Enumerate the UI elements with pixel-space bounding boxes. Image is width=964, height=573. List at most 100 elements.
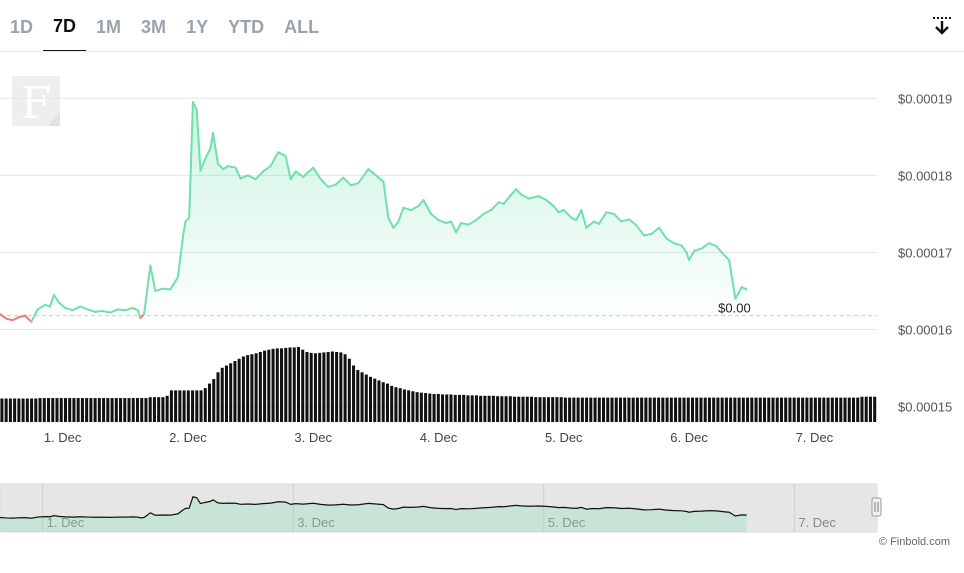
- price-line-segment: [312, 166, 322, 181]
- price-line-segment: [327, 183, 337, 188]
- tab-all[interactable]: ALL: [284, 17, 320, 37]
- volume-bar: [529, 396, 534, 422]
- price-line-segment: [79, 305, 89, 311]
- y-tick-label: $0.00018: [898, 168, 952, 183]
- volume-bar: [546, 397, 550, 422]
- price-line-segment: [585, 220, 595, 229]
- price-line-segment: [86, 308, 97, 313]
- download-icon: [933, 17, 951, 35]
- volume-bar: [318, 352, 322, 422]
- volume-bar: [767, 397, 771, 422]
- volume-bar: [792, 397, 796, 422]
- price-line-segment: [357, 168, 370, 185]
- volume-bar: [585, 397, 589, 422]
- volume-bar: [123, 398, 127, 422]
- volume-bar: [538, 397, 542, 422]
- price-line-segment: [239, 174, 250, 180]
- price-line-segment: [673, 242, 683, 247]
- volume-bar: [106, 398, 110, 422]
- price-line-segment: [642, 232, 653, 237]
- tab-ytd[interactable]: YTD: [228, 17, 265, 37]
- volume-bar: [250, 354, 254, 422]
- price-line-segment: [392, 220, 400, 229]
- price-line-segment: [460, 222, 470, 226]
- volume-bar: [30, 398, 34, 422]
- volume-bar: [796, 397, 800, 422]
- price-line-segment: [482, 209, 493, 215]
- price-line-segment: [715, 245, 723, 254]
- volume-bar: [360, 372, 364, 422]
- navigator-handle[interactable]: [871, 497, 882, 517]
- volume-bar: [572, 397, 576, 422]
- price-line-segment: [71, 305, 82, 312]
- price-line-segment: [227, 165, 237, 169]
- volume-bar: [280, 348, 284, 422]
- volume-bar: [148, 397, 152, 422]
- price-line-segment: [580, 209, 588, 229]
- volume-bar: [131, 398, 135, 422]
- price-line-segment: [36, 303, 47, 311]
- volume-bar: [860, 396, 864, 422]
- navigator-x-label: 1. Dec: [47, 515, 85, 530]
- volume-bar: [292, 347, 296, 422]
- volume-bar: [851, 397, 856, 422]
- price-line-segment: [289, 170, 297, 181]
- tab-3m[interactable]: 3M: [141, 17, 167, 37]
- y-tick-label: $0.00019: [898, 91, 952, 106]
- price-line-segment: [708, 242, 718, 248]
- volume-bar: [868, 396, 872, 422]
- download-button[interactable]: [928, 12, 956, 40]
- price-line-segment: [680, 244, 688, 254]
- volume-bar: [449, 394, 453, 422]
- price-line-segment: [49, 293, 55, 308]
- price-line-segment: [277, 151, 287, 158]
- volume-bar: [271, 348, 275, 422]
- volume-bar: [55, 398, 59, 422]
- price-line-segment: [247, 174, 257, 181]
- price-line-segment: [176, 236, 184, 279]
- volume-bar: [237, 358, 241, 422]
- price-line-segment: [204, 147, 212, 160]
- volume-bar: [784, 397, 788, 422]
- volume-bar: [339, 352, 343, 422]
- price-line-segment: [627, 218, 638, 227]
- price-line-segment: [740, 286, 748, 291]
- volume-bar: [763, 397, 767, 422]
- volume-bar: [474, 395, 478, 422]
- volume-bar: [657, 397, 661, 422]
- tabs-divider: [0, 51, 964, 52]
- tab-1m[interactable]: 1M: [96, 17, 122, 37]
- price-line-segment: [665, 237, 676, 245]
- price-line-segment: [302, 166, 315, 178]
- current-price-label: $0.00: [718, 301, 751, 316]
- volume-bar: [559, 397, 563, 422]
- volume-bar: [873, 396, 877, 422]
- volume-bar: [8, 398, 12, 422]
- price-area: [0, 102, 747, 316]
- price-line-segment: [374, 174, 385, 183]
- volume-bar: [102, 398, 106, 422]
- volume-bar: [169, 390, 173, 422]
- volume-bar: [364, 374, 368, 422]
- volume-bar: [424, 393, 428, 422]
- price-line-segment: [650, 226, 661, 235]
- price-line-segment: [437, 219, 448, 225]
- volume-bar: [788, 397, 792, 422]
- volume-bar: [93, 398, 97, 422]
- price-line-segment: [728, 259, 737, 300]
- navigator-area: [0, 496, 747, 532]
- tab-1y[interactable]: 1Y: [186, 17, 209, 37]
- x-tick-label: 5. Dec: [545, 430, 583, 445]
- volume-bar: [275, 348, 279, 422]
- volume-bar: [678, 397, 682, 422]
- price-line-segment: [216, 162, 225, 171]
- tab-1d[interactable]: 1D: [10, 17, 34, 37]
- navigator-x-label: 5. Dec: [548, 515, 586, 530]
- price-line-segment: [109, 308, 119, 314]
- price-line-segment: [545, 199, 555, 208]
- price-line-segment: [502, 193, 513, 205]
- price-line-segment: [409, 205, 420, 212]
- price-line-segment: [101, 310, 112, 314]
- volume-bar: [72, 398, 76, 422]
- volume-bar: [114, 398, 118, 422]
